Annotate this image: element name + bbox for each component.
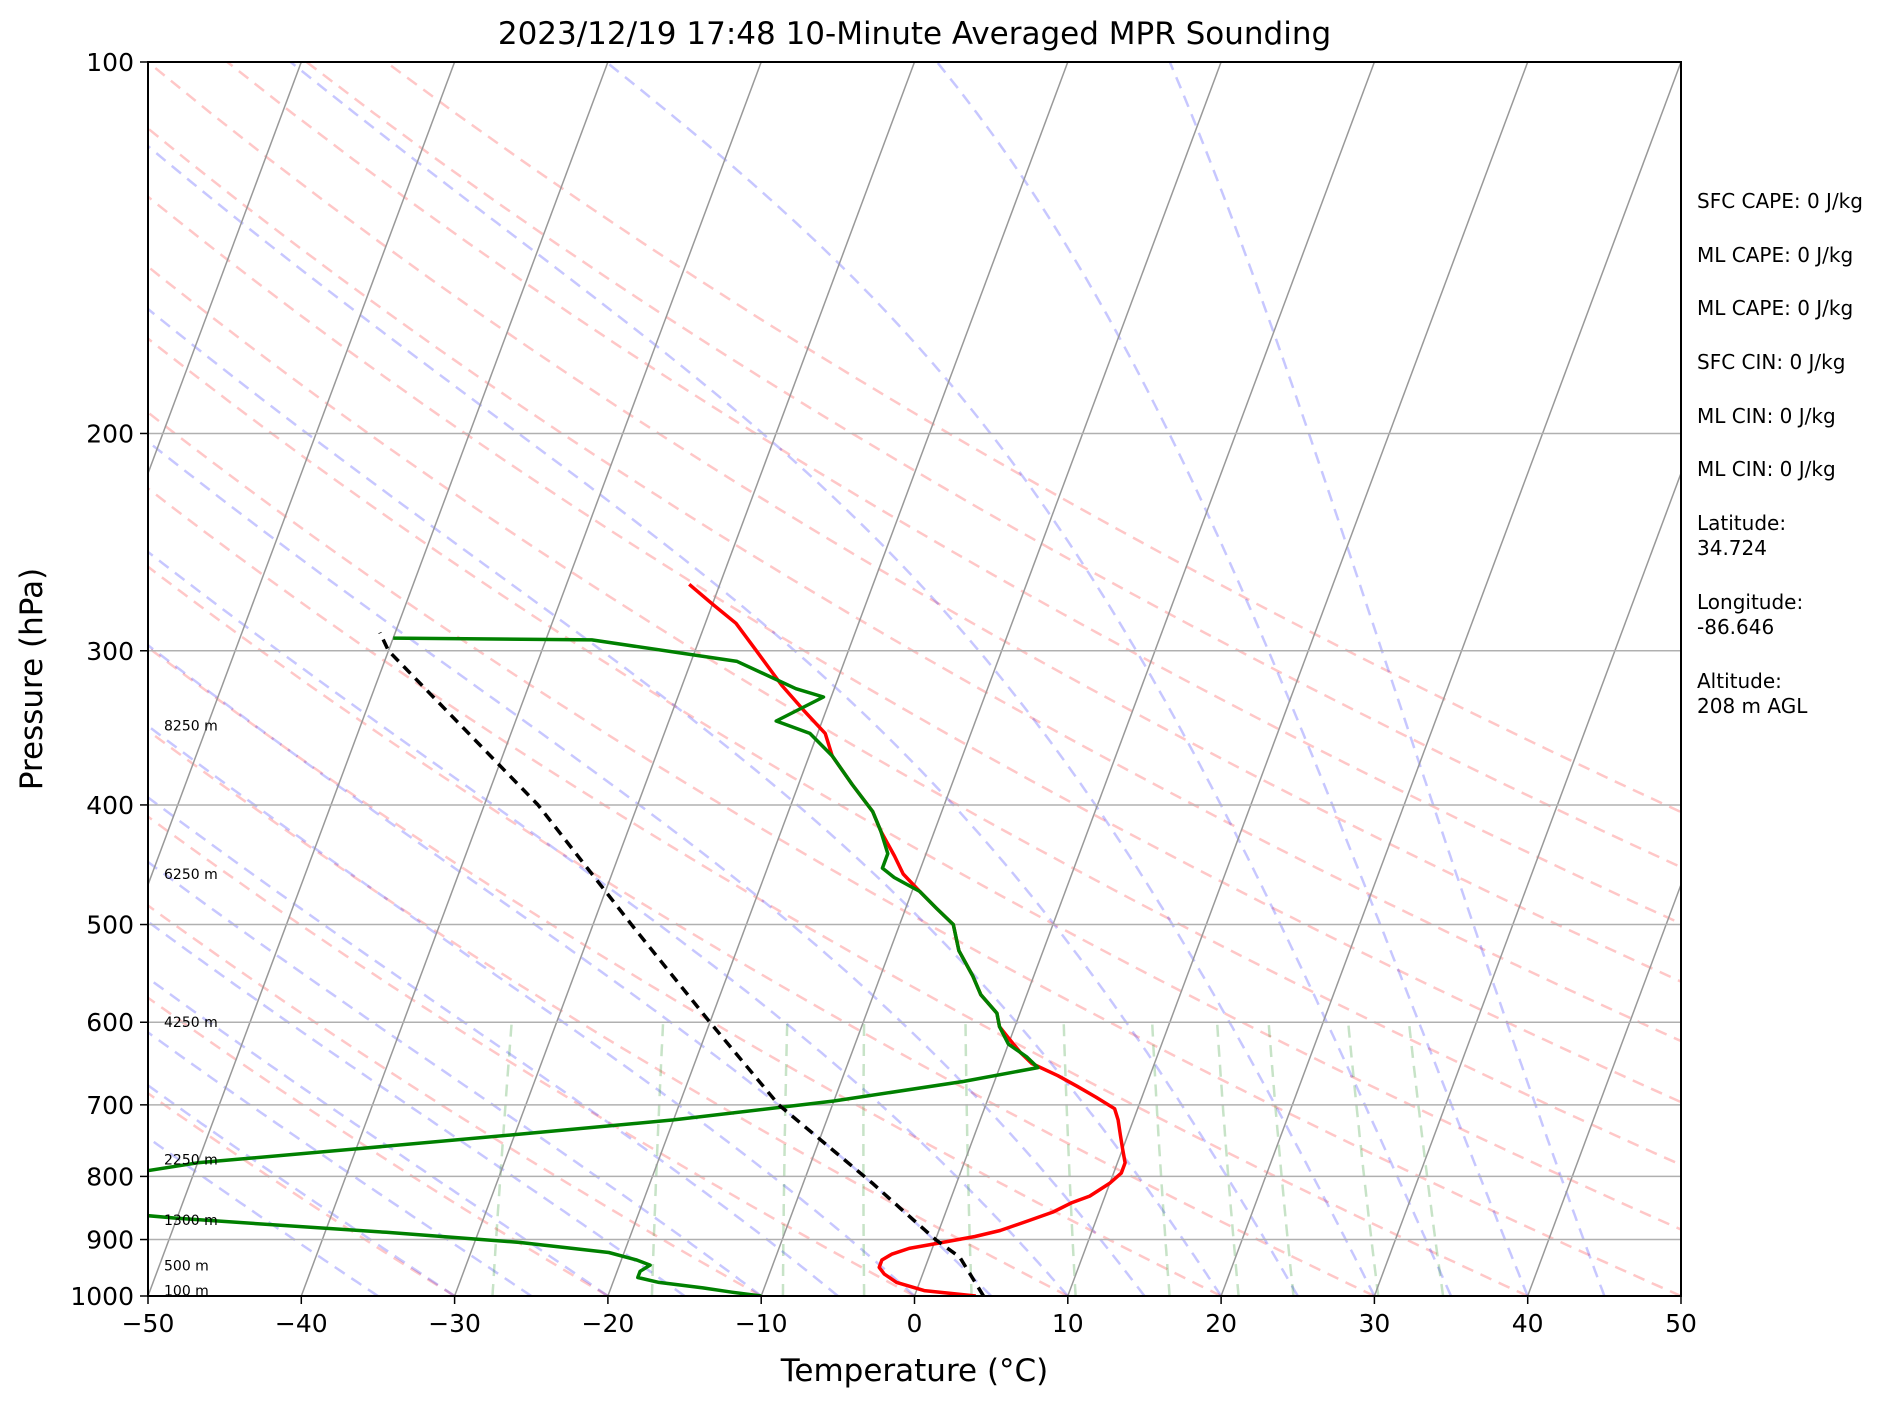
dry-adiabat-line	[148, 195, 1681, 1104]
height-labels: 8250 m 6250 m 4250 m 2250 m 1300 m 500 m 100 m	[164, 719, 218, 1300]
height-label: 4250 m	[164, 1015, 218, 1031]
stat-annotation: 34.724	[1697, 536, 1767, 560]
stat-annotation: ML CIN: 0 J/kg	[1697, 404, 1836, 428]
moist-adiabat-line	[148, 550, 1069, 1296]
isotherm-line	[453, 62, 916, 1296]
height-label: 8250 m	[164, 719, 218, 735]
height-label: 1300 m	[164, 1213, 218, 1229]
isotherm-line	[1220, 62, 1681, 1296]
isotherm-line	[300, 62, 762, 1296]
x-tick-label: −50	[122, 1309, 175, 1338]
x-tick-label: 40	[1512, 1309, 1544, 1338]
moist-adiabat-line	[148, 920, 686, 1296]
dry-adiabat-line	[148, 486, 1529, 1296]
stat-annotation: 208 m AGL	[1697, 694, 1808, 718]
parcel-profile	[378, 631, 985, 1296]
x-tick-label: −10	[735, 1309, 788, 1338]
stat-annotation: ML CAPE: 0 J/kg	[1697, 296, 1853, 320]
y-axis-label: Pressure (hPa)	[14, 568, 50, 790]
moist-adiabat-line	[148, 724, 916, 1296]
y-tick-label: 100	[86, 48, 134, 77]
y-tick-label: 500	[86, 911, 134, 940]
moist-adiabat-line	[148, 795, 839, 1296]
stat-annotation: Latitude:	[1697, 511, 1786, 535]
isotherm-line	[913, 62, 1376, 1296]
sounding-stats: SFC CAPE: 0 J/kg ML CAPE: 0 J/kg ML CAPE: …	[1697, 189, 1863, 718]
moist-adiabat-line	[289, 62, 1376, 1296]
y-tick-label: 400	[86, 791, 134, 820]
x-tick-label: 20	[1205, 1309, 1237, 1338]
height-label: 100 m	[164, 1284, 209, 1300]
moist-adiabat-line	[148, 440, 1146, 1296]
isotherm-line	[760, 62, 1222, 1296]
sounding-series	[148, 582, 1127, 1296]
moist-adiabat-line	[1168, 62, 1606, 1296]
dry-adiabat-line	[148, 410, 1681, 1296]
stat-annotation: -86.646	[1697, 615, 1774, 639]
moist-adiabat-line	[148, 860, 762, 1296]
dry-adiabat-line	[226, 62, 1681, 925]
stat-annotation: Altitude:	[1697, 669, 1782, 693]
stat-annotation: ML CAPE: 0 J/kg	[1697, 243, 1853, 267]
x-tick-label: 50	[1665, 1309, 1697, 1338]
y-tick-label: 1000	[70, 1282, 134, 1311]
stat-annotation: SFC CIN: 0 J/kg	[1697, 350, 1845, 374]
moist-adiabat-line	[148, 144, 1299, 1296]
x-tick-label: 30	[1358, 1309, 1390, 1338]
isotherm-line	[1526, 882, 1681, 1296]
height-label: 500 m	[164, 1259, 209, 1275]
dry-adiabat-line	[148, 904, 762, 1296]
y-tick-label: 300	[86, 637, 134, 666]
dry-adiabat-line	[148, 265, 1681, 1167]
moist-adiabat-line	[936, 62, 1529, 1296]
y-tick-label: 900	[86, 1226, 134, 1255]
y-tick-label: 700	[86, 1091, 134, 1120]
isobar-gridlines	[148, 62, 1681, 1296]
dry-adiabat-line	[148, 565, 1375, 1296]
x-axis-ticks: −50 −40 −30 −20 −10 0 10 20 30 40 50	[122, 1296, 1697, 1338]
y-tick-label: 600	[86, 1008, 134, 1037]
dry-adiabat-line	[148, 815, 916, 1296]
dry-adiabat-line	[148, 1091, 456, 1296]
dewpoint-profile	[148, 636, 1040, 1296]
isotherm-line	[607, 62, 1069, 1296]
chart-title: 2023/12/19 17:48 10-Minute Averaged MPR …	[498, 16, 1331, 52]
dry-adiabat-line	[148, 62, 1681, 983]
dry-adiabat-line	[148, 126, 1681, 1043]
isotherm-line	[148, 62, 303, 476]
moist-adiabat-line	[148, 307, 1223, 1296]
isotherm-line	[1067, 62, 1529, 1296]
x-tick-label: −40	[275, 1309, 328, 1338]
stat-annotation: ML CIN: 0 J/kg	[1697, 457, 1836, 481]
y-axis-ticks: 100 200 300 400 500 600 700 800 900 1000	[70, 48, 148, 1311]
isotherm-line	[148, 62, 456, 887]
x-tick-label: −30	[428, 1309, 481, 1338]
isotherm-line	[1373, 471, 1681, 1296]
x-tick-label: 0	[907, 1309, 923, 1338]
stat-annotation: SFC CAPE: 0 J/kg	[1697, 189, 1863, 213]
y-tick-label: 200	[86, 419, 134, 448]
dry-adiabat-line	[148, 996, 609, 1296]
dry-adiabat-line	[148, 336, 1681, 1231]
stat-annotation: Longitude:	[1697, 590, 1803, 614]
x-tick-label: −20	[582, 1309, 635, 1338]
height-label: 2250 m	[164, 1152, 218, 1168]
dry-adiabat-line	[148, 645, 1222, 1296]
isotherm-line	[148, 62, 609, 1296]
x-axis-label: Temperature (°C)	[780, 1353, 1049, 1389]
height-label: 6250 m	[164, 867, 218, 883]
y-tick-label: 800	[86, 1162, 134, 1191]
x-tick-label: 10	[1052, 1309, 1084, 1338]
